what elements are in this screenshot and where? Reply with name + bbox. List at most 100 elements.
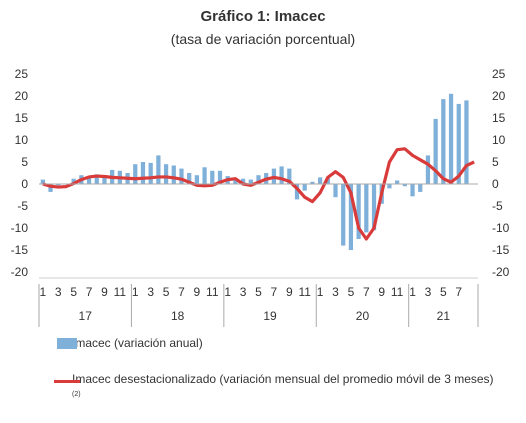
bar: [456, 103, 461, 184]
x-month-label: 5: [255, 285, 262, 299]
bar: [294, 184, 300, 200]
legend-label-line: Imacec desestacionalizado (variación men…: [72, 372, 494, 386]
chart-subtitle: (tasa de variación porcentual): [170, 31, 356, 47]
bar: [171, 165, 176, 184]
bar: [402, 184, 407, 187]
x-year-label: 20: [356, 309, 370, 323]
bar: [448, 93, 454, 184]
x-month-label: 5: [70, 285, 77, 299]
bar: [140, 162, 146, 184]
bar: [133, 164, 138, 184]
x-month-label: 7: [271, 285, 278, 299]
bar: [364, 184, 369, 233]
legend-line-swatch: [54, 380, 80, 383]
bar: [94, 174, 99, 184]
bar: [240, 178, 246, 184]
bar: [441, 99, 446, 184]
x-month-label: 11: [298, 285, 311, 299]
y-right-tick-label: -15: [492, 243, 510, 257]
x-month-label: 3: [147, 285, 154, 299]
x-month-label: 3: [425, 285, 432, 299]
y-tick-label: -20: [11, 265, 29, 279]
x-year-label: 19: [263, 309, 277, 323]
legend-item-line: Imacec desestacionalizado (variación men…: [54, 372, 502, 405]
y-tick-label: -10: [11, 221, 29, 235]
y-right-tick-label: 0: [492, 177, 499, 191]
y-tick-label: 15: [15, 111, 29, 125]
x-month-label: 5: [440, 285, 447, 299]
legend-label-bars: Imacec (variación anual): [72, 336, 203, 350]
bar: [371, 184, 377, 231]
x-month-label: 3: [240, 285, 247, 299]
x-month-label: 9: [194, 285, 201, 299]
imacec-chart: -20-15-10-50510152025-20-15-10-505101520…: [11, 67, 510, 327]
bar: [217, 170, 223, 184]
x-year-label: 18: [171, 309, 185, 323]
bar: [40, 179, 45, 184]
y-right-tick-label: -5: [492, 199, 503, 213]
bar: [163, 164, 169, 184]
bar: [348, 184, 354, 250]
x-month-label: 3: [55, 285, 62, 299]
bar: [233, 179, 238, 184]
x-year-label: 21: [437, 309, 451, 323]
chart-title: Gráfico 1: Imacec: [200, 8, 326, 25]
x-year-label: 17: [79, 309, 93, 323]
legend-bar-swatch: [57, 338, 77, 349]
y-tick-label: 20: [15, 89, 29, 103]
x-month-label: 5: [163, 285, 170, 299]
y-right-tick-label: 15: [492, 111, 506, 125]
y-right-tick-label: 25: [492, 67, 506, 81]
bar: [425, 155, 431, 184]
x-month-label: 9: [378, 285, 385, 299]
bar: [410, 184, 415, 197]
bar: [148, 162, 153, 184]
bar: [464, 100, 469, 184]
y-right-tick-label: 5: [492, 155, 499, 169]
y-right-tick-label: 20: [492, 89, 506, 103]
bar: [418, 184, 423, 192]
bar: [341, 184, 346, 246]
bar: [387, 184, 392, 189]
x-month-label: 11: [114, 285, 127, 299]
x-month-label: 1: [409, 285, 416, 299]
x-month-label: 1: [224, 285, 231, 299]
bar: [179, 168, 184, 184]
y-tick-label: -5: [17, 199, 28, 213]
x-month-label: 5: [348, 285, 355, 299]
bar: [256, 175, 261, 184]
x-month-label: 7: [363, 285, 370, 299]
y-tick-label: 10: [15, 133, 29, 147]
bar: [310, 181, 315, 184]
y-right-tick-label: -20: [492, 265, 510, 279]
x-month-label: 7: [86, 285, 93, 299]
bar: [287, 168, 292, 184]
bar: [102, 175, 107, 184]
y-right-tick-label: 10: [492, 133, 506, 147]
bar: [356, 184, 361, 239]
x-month-label: 1: [132, 285, 139, 299]
bar: [48, 184, 53, 192]
bar: [317, 177, 323, 184]
bar: [279, 166, 284, 184]
bar: [56, 184, 61, 186]
x-month-label: 1: [317, 285, 324, 299]
x-month-label: 3: [332, 285, 339, 299]
bar: [333, 184, 338, 198]
bar: [248, 179, 253, 184]
y-tick-label: 5: [21, 155, 28, 169]
y-tick-label: 0: [21, 177, 28, 191]
bar: [210, 170, 215, 184]
legend-footnote-mark: (2): [72, 391, 81, 398]
x-month-label: 7: [178, 285, 185, 299]
bar: [156, 155, 161, 184]
y-tick-label: -15: [11, 243, 29, 257]
legend-item-bars: Imacec (variación anual): [57, 336, 203, 350]
x-month-label: 9: [286, 285, 293, 299]
x-month-label: 9: [101, 285, 108, 299]
bar: [71, 178, 76, 184]
x-month-label: 11: [206, 285, 219, 299]
x-month-label: 1: [40, 285, 47, 299]
x-month-label: 11: [391, 285, 404, 299]
bar: [395, 180, 400, 184]
